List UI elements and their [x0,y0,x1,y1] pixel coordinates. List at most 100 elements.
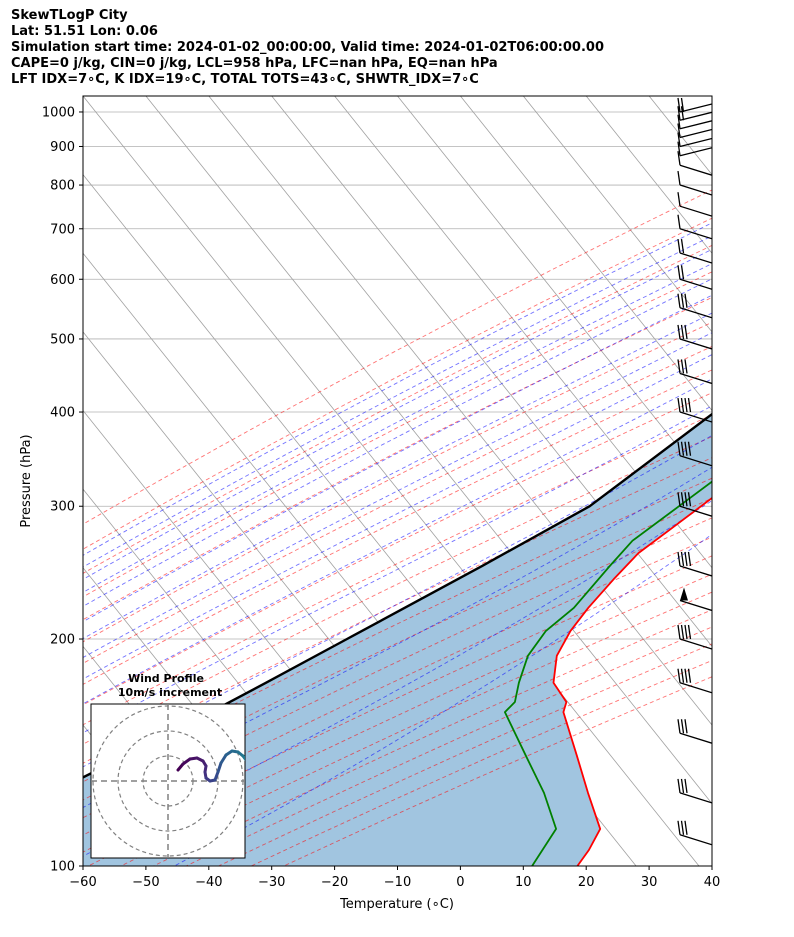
barb-flag [677,114,681,129]
chart-header: SkewTLogP City Lat: 51.51 Lon: 0.06 Simu… [11,8,604,88]
location-line: Lat: 51.51 Lon: 0.06 [11,24,158,39]
barb-flag [677,719,681,734]
barb-shaft [679,164,712,176]
wind-barb [677,359,712,385]
wind-barbs [677,97,712,846]
barb-flag [680,820,685,835]
y-tick-label: 600 [50,273,75,288]
barb-flag [684,551,688,567]
barb-flag [677,324,681,340]
barb-flag [680,397,685,413]
inset-title: Wind Profile [128,672,204,685]
isotherm-line [711,96,712,97]
moist-adiabat [83,248,712,580]
cape-line: CAPE=0 j/kg, CIN=0 j/kg, LCL=958 hPa, LF… [11,56,498,71]
mixing-ratio-line [723,96,794,279]
barb-shaft [679,834,712,846]
barb-flag [684,293,688,308]
barb-shaft [679,505,712,517]
barb-shaft [679,120,712,130]
barb-shaft [679,372,712,385]
temperature-line [552,496,712,866]
barb-shaft [679,184,712,196]
x-tick-label: 40 [704,875,721,890]
wind-barb [677,551,712,577]
barb-flag [677,820,681,835]
barb-shaft [679,565,712,577]
dry-adiabat [83,436,712,745]
x-tick-label: −20 [321,875,348,890]
dry-adiabat [83,517,712,819]
barb-flag [680,238,685,254]
wind-barb [677,441,712,467]
barb-flag [680,293,685,308]
barb-flag [680,668,685,683]
barb-flag [680,492,685,507]
barb-shaft [679,455,712,467]
y-axis-label: Pressure (hPa) [19,434,34,527]
y-tick-label: 400 [50,406,75,421]
wind-barb [677,192,712,217]
barb-flag [684,820,688,835]
isotherm-line [460,96,712,412]
barb-shaft [679,103,712,113]
barb-flag [677,624,681,640]
wind-barb [677,114,712,130]
wind-barb [677,778,712,804]
wind-barb [677,668,712,694]
x-tick-label: 30 [641,875,658,890]
wind-barb [677,106,712,121]
barb-flag [680,359,685,374]
barb-flag [684,778,688,794]
hodograph-segment [219,753,228,765]
isotherm-line [522,96,712,333]
moist-adiabat [83,500,712,857]
barb-flag [677,170,681,186]
barb-shaft [679,128,712,139]
barb-flag [677,106,681,121]
barb-flag [680,106,685,121]
wind-barb [677,293,712,319]
y-tick-label: 500 [50,332,75,347]
dry-adiabat [83,244,712,574]
barb-flag [684,397,688,413]
inset-subtitle: 10m/s increment [118,686,222,699]
barb-flag [684,668,688,683]
barb-flag [684,719,688,734]
barb-flag [684,624,688,640]
isotherm-line [145,96,712,805]
x-tick-label: −10 [384,875,411,890]
barb-flag [680,551,685,567]
barb-flag [677,151,681,166]
barb-shaft [679,137,712,148]
barb-shaft [679,792,712,804]
barb-flag [677,441,681,456]
barb-flag [677,668,681,683]
wind-barb [677,151,712,176]
y-tick-label: 300 [50,500,75,515]
barb-flag [677,293,681,308]
y-tick-label: 800 [50,179,75,194]
wind-barb [677,97,712,113]
barb-shaft [679,599,712,612]
wind-barb [677,123,712,139]
moist-adiabat [174,533,712,866]
index-line: LFT IDX=7∘C, K IDX=19∘C, TOTAL TOTS=43∘C… [11,72,479,87]
wind-barb [677,719,712,744]
hodograph-layer [91,704,245,858]
moist-adiabat [83,434,712,768]
barb-flag [677,132,681,147]
isotherm-line [0,96,70,866]
barb-flag [680,719,685,734]
barb-flag [677,97,681,113]
barb-flag [687,397,692,413]
wind-barb [677,324,712,350]
isotherm-line [83,96,700,866]
barb-shaft [679,278,712,290]
x-axis: −60 −50 −40 −30 −20 −10 0 10 20 30 40 [69,866,720,890]
barb-shaft [679,732,712,744]
wind-barb [677,214,712,240]
barb-shaft [679,307,712,319]
barb-shaft [679,252,712,264]
